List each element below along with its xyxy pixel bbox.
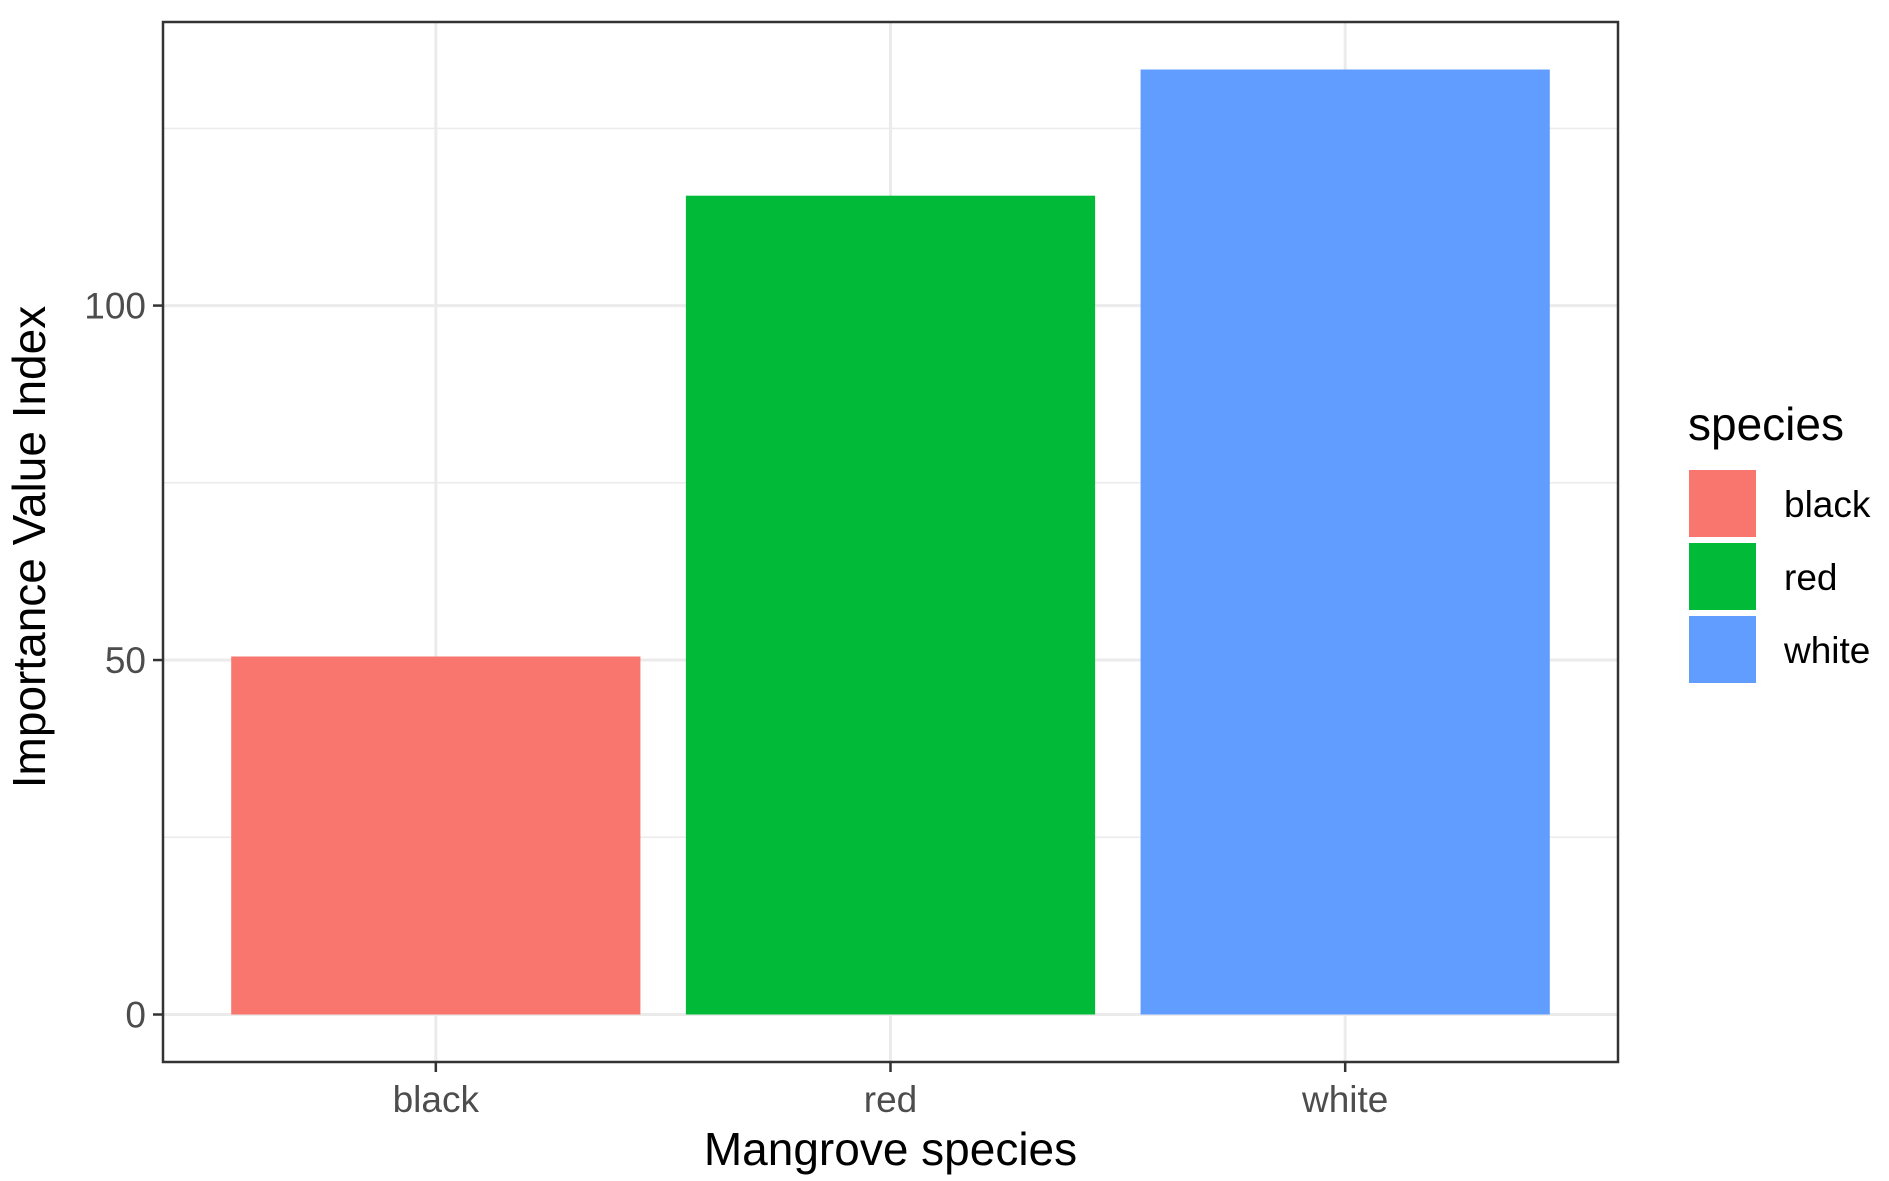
legend-label: red (1784, 557, 1837, 598)
legend-key-white (1689, 616, 1756, 683)
bar-red (685, 195, 1096, 1015)
legend: species black red white (1688, 398, 1871, 683)
y-axis-title: Importance Value Index (3, 306, 55, 788)
y-tick-label: 50 (105, 640, 146, 681)
bars (231, 69, 1550, 1015)
axes: 0 50 100 black red white (84, 286, 1388, 1120)
y-tick-label: 100 (84, 286, 146, 327)
legend-key-black (1689, 470, 1756, 537)
legend-title: species (1688, 398, 1844, 450)
x-tick-label: black (393, 1079, 480, 1120)
legend-label: black (1784, 484, 1871, 525)
bar-black (231, 656, 641, 1015)
legend-key-red (1689, 543, 1756, 610)
x-axis-title: Mangrove species (704, 1123, 1077, 1175)
x-tick-label: white (1301, 1079, 1388, 1120)
x-tick-label: red (864, 1079, 917, 1120)
y-tick-label: 0 (125, 995, 146, 1036)
legend-label: white (1783, 630, 1870, 671)
legend-items: black red white (1689, 470, 1871, 683)
bar-white (1140, 69, 1550, 1015)
